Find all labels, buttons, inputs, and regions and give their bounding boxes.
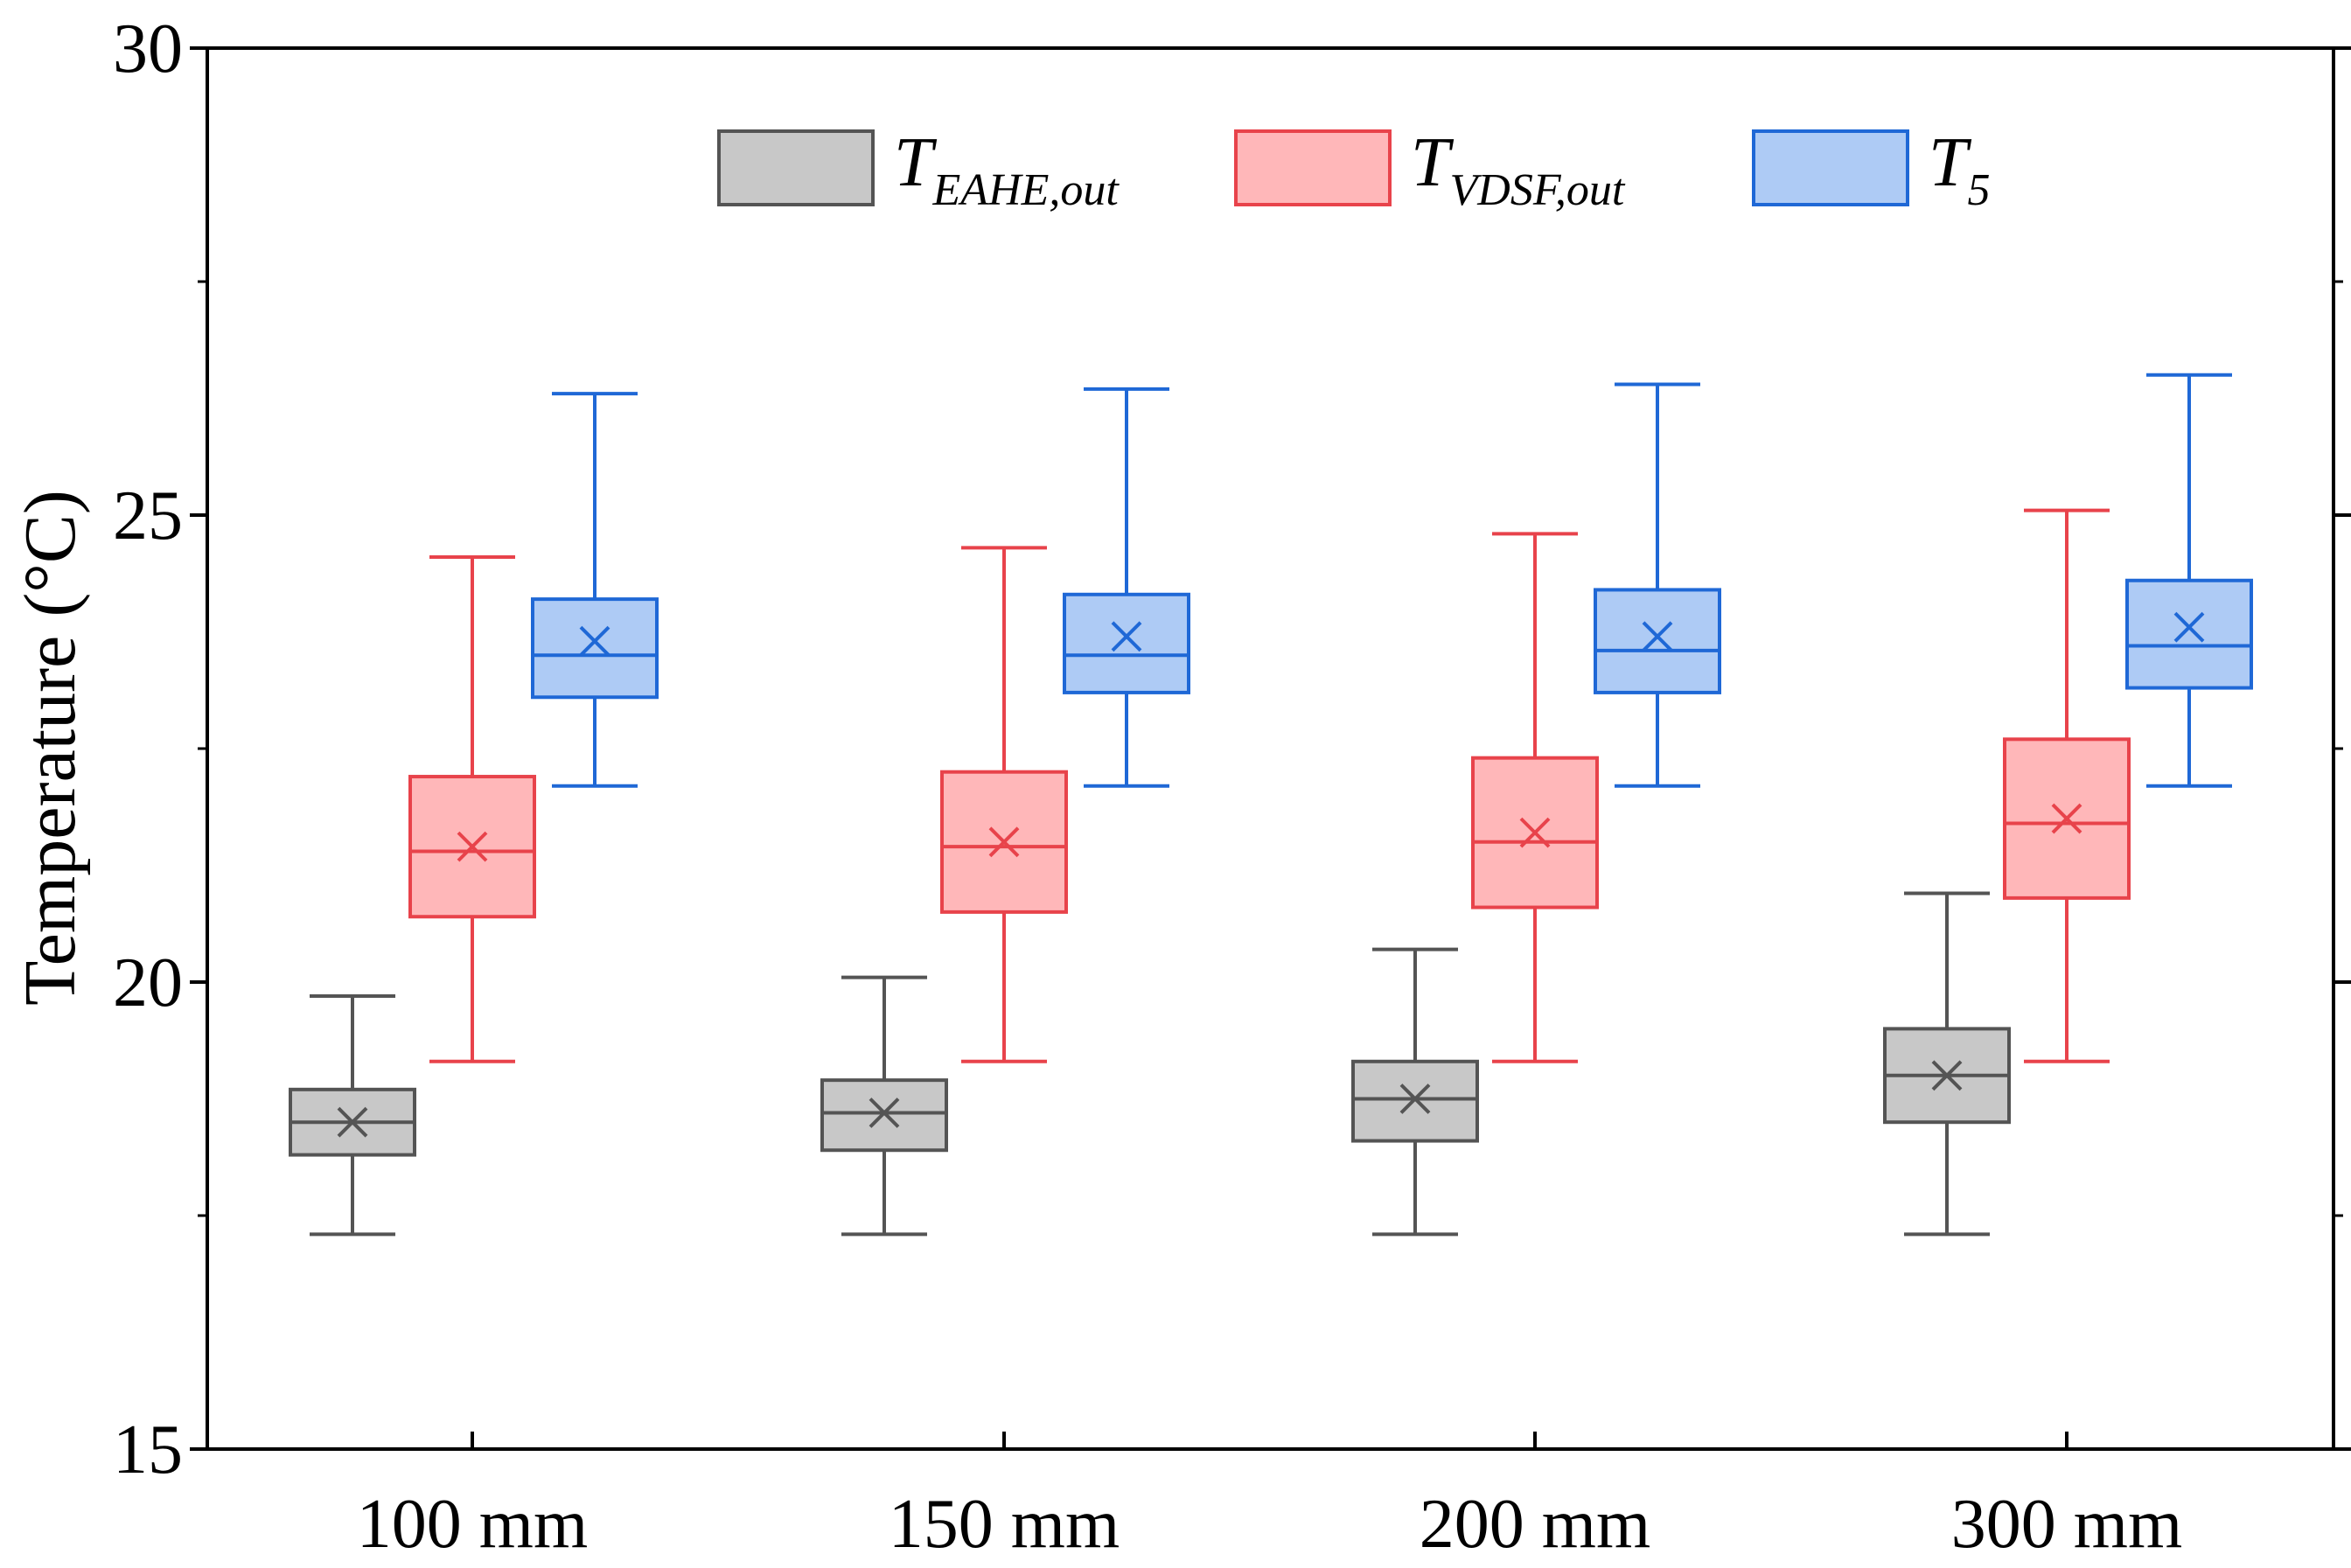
box-2-2 — [1594, 382, 1721, 788]
legend-swatch — [1752, 129, 1909, 206]
mean-marker-stroke-b — [869, 1098, 900, 1128]
legend-item: TVDSF,out — [1234, 124, 1626, 215]
x-tick-label: 200 mm — [1420, 1486, 1650, 1563]
mean-marker — [1642, 621, 1673, 652]
legend-label-main: T — [1929, 124, 1972, 201]
box-0-2 — [1351, 947, 1479, 1237]
mean-marker-stroke-b — [1399, 1084, 1431, 1114]
mean-marker — [337, 1106, 368, 1138]
mean-marker-stroke-b — [988, 826, 1020, 858]
x-tick-label: 300 mm — [1951, 1486, 2182, 1563]
box-0-1 — [820, 975, 948, 1237]
mean-marker — [2173, 611, 2205, 643]
box-0-0 — [289, 994, 416, 1237]
mean-marker — [1111, 621, 1142, 652]
mean-marker — [1399, 1084, 1431, 1114]
x-tick-label: 100 mm — [357, 1486, 588, 1563]
x-tick-label: 150 mm — [889, 1486, 1120, 1563]
iqr-box — [1063, 592, 1190, 694]
mean-marker-stroke-b — [1111, 621, 1142, 652]
mean-marker — [579, 625, 610, 657]
legend-label: T5 — [1929, 124, 1991, 215]
legend-label-subscript: 5 — [1968, 165, 1991, 215]
y-tick-label: 30 — [113, 10, 183, 87]
y-axis-title: Temperature (°C) — [10, 490, 91, 1006]
box-1-3 — [2003, 508, 2131, 1063]
mean-marker — [1931, 1060, 1963, 1091]
legend-swatch — [1234, 129, 1392, 206]
box-1-0 — [408, 555, 536, 1063]
y-tick-label: 15 — [113, 1411, 183, 1488]
mean-marker — [457, 831, 488, 862]
legend-label: TVDSF,out — [1411, 124, 1626, 215]
mean-marker — [2051, 803, 2082, 834]
box-2-3 — [2125, 373, 2253, 788]
legend-label: TEAHE,out — [894, 124, 1120, 215]
mean-marker-stroke-b — [2173, 611, 2205, 643]
box-1-1 — [940, 546, 1068, 1063]
mean-marker — [869, 1098, 900, 1128]
legend-label-subscript: EAHE,out — [932, 165, 1120, 215]
y-tick-label: 25 — [113, 477, 183, 554]
mean-marker-stroke-b — [457, 831, 488, 862]
mean-marker-stroke-b — [1642, 621, 1673, 652]
mean-marker-stroke-b — [337, 1106, 368, 1138]
box-0-3 — [1883, 891, 2011, 1237]
mean-marker-stroke-b — [1519, 817, 1551, 848]
box-2-0 — [531, 392, 659, 788]
mean-marker — [988, 826, 1020, 858]
mean-marker-stroke-b — [579, 625, 610, 657]
mean-marker-stroke-b — [2051, 803, 2082, 834]
box-1-2 — [1471, 532, 1599, 1063]
legend-label-main: T — [1411, 124, 1455, 201]
y-tick-label: 20 — [113, 944, 183, 1021]
mean-marker — [1519, 817, 1551, 848]
iqr-box — [531, 597, 659, 700]
iqr-box — [2125, 578, 2253, 690]
iqr-box — [1594, 588, 1721, 694]
iqr-box — [940, 770, 1068, 914]
box-2-1 — [1063, 387, 1190, 788]
legend-label-subscript: VDSF,out — [1450, 165, 1626, 215]
legend-item: T5 — [1752, 124, 1991, 215]
legend-label-main: T — [894, 124, 938, 201]
legend: TEAHE,out TVDSF,out T5 — [717, 124, 1991, 215]
boxes-layer — [289, 373, 2253, 1237]
legend-swatch — [717, 129, 875, 206]
mean-marker-stroke-b — [1931, 1060, 1963, 1091]
axes-layer: 15 20 25 30 100 mm 150 mm 200 mm 300 mm — [113, 10, 2351, 1563]
legend-item: TEAHE,out — [717, 124, 1120, 215]
